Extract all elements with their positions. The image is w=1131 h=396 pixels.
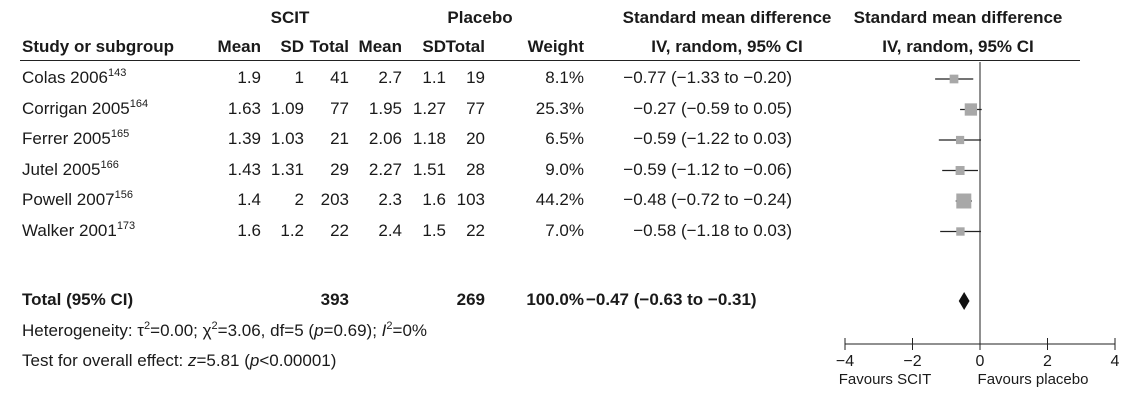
x-axis-tick-label: 0 — [976, 353, 985, 370]
study-sd2: 1.51 — [412, 159, 446, 179]
study-weight: 8.1% — [545, 68, 584, 87]
study-column-header: Study or subgroup — [22, 37, 175, 56]
x-axis-tick-label: 2 — [1043, 353, 1052, 370]
study-ci: −0.27 (−0.59 to 0.05) — [633, 98, 792, 118]
mean1-column-header: Mean — [217, 37, 261, 56]
study-mean2: 1.95 — [368, 98, 402, 118]
favours-right-label: Favours placebo — [977, 371, 1089, 388]
weight-column-header: Weight — [527, 37, 584, 56]
study-sd1: 1.31 — [270, 159, 304, 179]
study-name: Jutel 2005166 — [22, 158, 119, 179]
total-label: Total (95% CI) — [22, 290, 134, 309]
study-effect-box — [955, 166, 965, 175]
study-weight: 7.0% — [545, 220, 584, 240]
study-mean1: 1.4 — [237, 190, 261, 209]
smd-column-title: Standard mean difference — [622, 8, 832, 27]
study-total2: 19 — [466, 68, 485, 87]
plot-header-subtitle: IV, random, 95% CI — [882, 37, 1034, 56]
study-name: Corrigan 2005164 — [22, 97, 149, 118]
study-mean1: 1.9 — [237, 68, 261, 87]
study-weight: 6.5% — [545, 129, 584, 148]
study-mean1: 1.39 — [227, 129, 261, 148]
treatment-group-header: SCIT — [270, 8, 310, 27]
smd-column-subtitle: IV, random, 95% CI — [651, 37, 803, 56]
study-weight: 25.3% — [535, 98, 584, 118]
study-total2: 22 — [466, 220, 485, 240]
study-total2: 28 — [466, 159, 485, 179]
study-effect-box — [949, 74, 959, 84]
study-name: Colas 2006143 — [22, 67, 127, 88]
study-mean2: 2.7 — [378, 68, 402, 87]
mean2-column-header: Mean — [358, 37, 402, 56]
sd2-column-header: SD — [422, 37, 446, 56]
total-ci: −0.47 (−0.63 to −0.31) — [586, 290, 757, 309]
total-control-n: 269 — [456, 290, 485, 309]
study-total1: 21 — [330, 129, 349, 148]
pooled-diamond — [958, 292, 970, 310]
study-name: Powell 2007156 — [22, 189, 133, 210]
study-sd2: 1.6 — [422, 190, 446, 209]
study-name: Ferrer 2005165 — [22, 128, 130, 149]
study-sd2: 1.18 — [412, 129, 446, 148]
study-mean1: 1.6 — [237, 220, 261, 240]
total-weight: 100.0% — [526, 290, 584, 309]
study-total1: 77 — [330, 98, 349, 118]
study-sd1: 2 — [294, 190, 304, 209]
total1-column-header: Total — [309, 37, 349, 56]
total-treatment-n: 393 — [320, 290, 349, 309]
study-sd2: 1.27 — [412, 98, 446, 118]
x-axis-tick-label: −2 — [903, 353, 921, 370]
x-axis-tick-label: 4 — [1111, 353, 1120, 370]
study-total1: 203 — [320, 190, 349, 209]
sd1-column-header: SD — [280, 37, 304, 56]
study-total1: 41 — [330, 68, 349, 87]
study-sd2: 1.1 — [422, 68, 446, 87]
study-ci: −0.77 (−1.33 to −0.20) — [623, 68, 792, 87]
study-mean2: 2.4 — [378, 220, 402, 240]
study-total2: 20 — [466, 129, 485, 148]
study-sd1: 1.03 — [270, 129, 304, 148]
study-effect-box — [956, 193, 972, 209]
study-sd1: 1.2 — [280, 220, 304, 240]
study-name: Walker 2001173 — [22, 219, 136, 240]
study-sd2: 1.5 — [422, 220, 446, 240]
study-total2: 77 — [466, 98, 485, 118]
favours-left-label: Favours SCIT — [838, 371, 932, 388]
study-sd1: 1 — [294, 68, 304, 87]
study-sd1: 1.09 — [270, 98, 304, 118]
study-mean2: 2.3 — [378, 190, 402, 209]
header-rule — [20, 60, 1080, 61]
x-axis-tick-label: −4 — [836, 353, 854, 370]
study-mean2: 2.27 — [368, 159, 402, 179]
study-weight: 9.0% — [545, 159, 584, 179]
study-mean2: 2.06 — [368, 129, 402, 148]
total2-column-header: Total — [445, 37, 485, 56]
study-total2: 103 — [456, 190, 485, 209]
study-effect-box — [964, 103, 978, 116]
study-ci: −0.59 (−1.12 to −0.06) — [623, 159, 792, 179]
study-total1: 29 — [330, 159, 349, 179]
study-total1: 22 — [330, 220, 349, 240]
study-effect-box — [956, 227, 965, 236]
study-ci: −0.58 (−1.18 to 0.03) — [633, 220, 792, 240]
study-weight: 44.2% — [535, 190, 584, 209]
control-group-header: Placebo — [447, 8, 513, 27]
study-mean1: 1.43 — [227, 159, 261, 179]
study-ci: −0.48 (−0.72 to −0.24) — [623, 190, 792, 209]
study-effect-box — [955, 135, 965, 145]
study-mean1: 1.63 — [227, 98, 261, 118]
study-ci: −0.59 (−1.22 to 0.03) — [633, 129, 792, 148]
heterogeneity-note: Heterogeneity: τ2=0.00; χ2=3.06, df=5 (p… — [22, 320, 428, 341]
plot-header-title: Standard mean difference — [853, 8, 1063, 27]
overall-effect-note: Test for overall effect: z=5.81 (p<0.000… — [22, 351, 337, 370]
